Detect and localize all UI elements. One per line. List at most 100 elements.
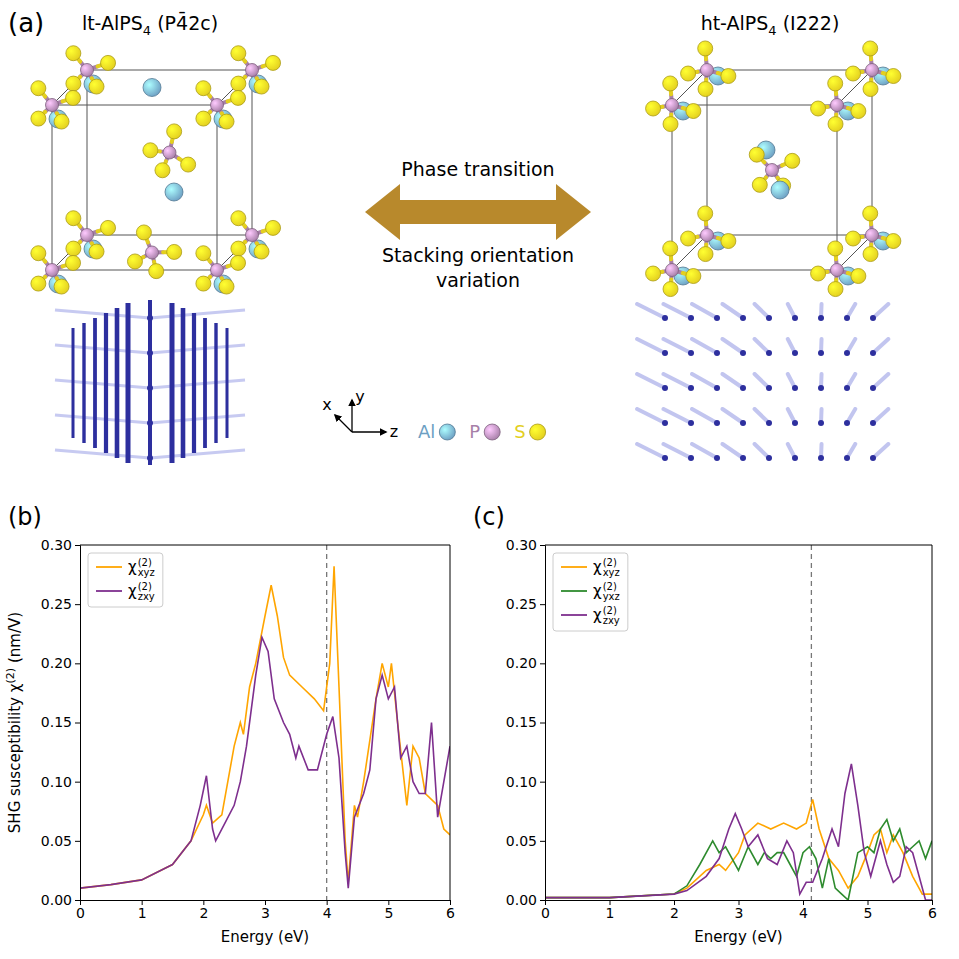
atom (851, 269, 866, 284)
legend-label: χ (128, 558, 137, 576)
stacking-dot (766, 420, 772, 426)
atom-legend-label: P (469, 421, 480, 442)
stacking-dot (844, 385, 850, 391)
y-tick-label: 0.25 (506, 596, 537, 612)
stacking-stroke (723, 304, 743, 318)
cell-edge (217, 105, 218, 270)
stacking-dot (688, 385, 694, 391)
y-tick-mark (75, 545, 80, 546)
stacking-dot (714, 420, 720, 426)
legend-entry: χ(2)yxz (561, 581, 620, 602)
atom (828, 117, 843, 132)
atom (681, 231, 696, 246)
y-tick: 0.30 (506, 537, 545, 553)
atom (851, 104, 866, 119)
x-tick: 1 (138, 900, 147, 921)
chart-panel: 01234560.000.050.100.150.200.250.30Energ… (4, 503, 455, 946)
y-tick: 0.15 (41, 714, 80, 730)
stacking-plate (72, 328, 75, 438)
y-tick: 0.05 (506, 833, 545, 849)
stacking-stroke (692, 374, 717, 388)
axes-indicator: xyz (322, 387, 398, 441)
x-tick-label: 2 (670, 905, 679, 921)
stacking-stroke (637, 339, 665, 353)
y-axis: 0.000.050.100.150.200.250.30 (506, 537, 546, 908)
legend-box (553, 553, 628, 631)
structure-title: ht-AlPS4 (I222) (701, 12, 840, 38)
legend-swatch (561, 590, 587, 592)
y-tick-label: 0.20 (41, 655, 72, 671)
stacking-dot (818, 420, 824, 426)
stacking-stroke (723, 409, 743, 423)
y-tick-mark (540, 604, 545, 605)
atom (439, 424, 455, 440)
plot-frame (545, 545, 932, 546)
stacking-line (150, 380, 245, 388)
atom (231, 241, 246, 256)
x-tick-label: 1 (138, 905, 147, 921)
stacking-dot (792, 420, 798, 426)
y-tick-label: 0.15 (506, 714, 537, 730)
atom (246, 229, 259, 242)
y-tick: 0.15 (506, 714, 545, 730)
stacking-dot (792, 455, 798, 461)
x-tick: 3 (261, 900, 270, 921)
stacking-dot (870, 455, 876, 461)
atom (231, 46, 246, 61)
y-tick-mark (75, 900, 80, 901)
unit-cell (31, 46, 281, 294)
y-tick: 0.00 (41, 892, 80, 908)
atom (698, 206, 713, 221)
axis-arrow (351, 400, 352, 432)
atom (663, 282, 678, 297)
atom (646, 101, 661, 116)
atom (231, 255, 246, 270)
legend-entry: χ(2)zxy (561, 605, 620, 626)
stacking-plate (115, 308, 120, 458)
atom (254, 244, 269, 259)
y-tick-mark (75, 663, 80, 664)
panel-label: (c) (473, 503, 505, 531)
stacking-dot (870, 385, 876, 391)
stacking-dot (147, 315, 153, 321)
stacking-plate (214, 323, 217, 443)
legend-swatch (96, 566, 122, 568)
series-line (80, 566, 450, 888)
atom (165, 183, 183, 201)
title-subscript: 4 (143, 23, 151, 38)
x-tick: 3 (735, 900, 744, 921)
atom (828, 282, 843, 297)
stacking-dot (662, 455, 668, 461)
atom (54, 114, 69, 129)
x-tick: 5 (384, 900, 393, 921)
stacking-dot (740, 420, 746, 426)
y-tick-mark (540, 723, 545, 724)
stacking-line (150, 415, 245, 423)
atom (530, 424, 546, 440)
y-tick-mark (540, 782, 545, 783)
atom (686, 104, 701, 119)
legend-label: χ (593, 582, 602, 600)
atom (266, 55, 281, 70)
atom (155, 163, 170, 178)
y-tick-label: 0.10 (506, 774, 537, 790)
stacking-dot (147, 385, 153, 391)
panel-label: (a) (8, 8, 44, 38)
plot-frame (80, 545, 450, 546)
x-tick: 4 (323, 900, 332, 921)
stacking-dot (818, 385, 824, 391)
y-axis-title: SHG susceptibility χ(2)(nm/V) (4, 612, 24, 833)
atom (681, 66, 696, 81)
stacking-line (150, 310, 245, 318)
stacking-dot (818, 315, 824, 321)
atom (785, 153, 800, 168)
atom (749, 147, 764, 162)
stacking-dot (662, 385, 668, 391)
atom (31, 276, 46, 291)
atom (136, 225, 151, 240)
transition-arrow (365, 184, 591, 240)
y-tick-label: 0.05 (41, 833, 72, 849)
x-tick-label: 0 (76, 905, 85, 921)
atom (863, 206, 878, 221)
atom (828, 76, 843, 91)
